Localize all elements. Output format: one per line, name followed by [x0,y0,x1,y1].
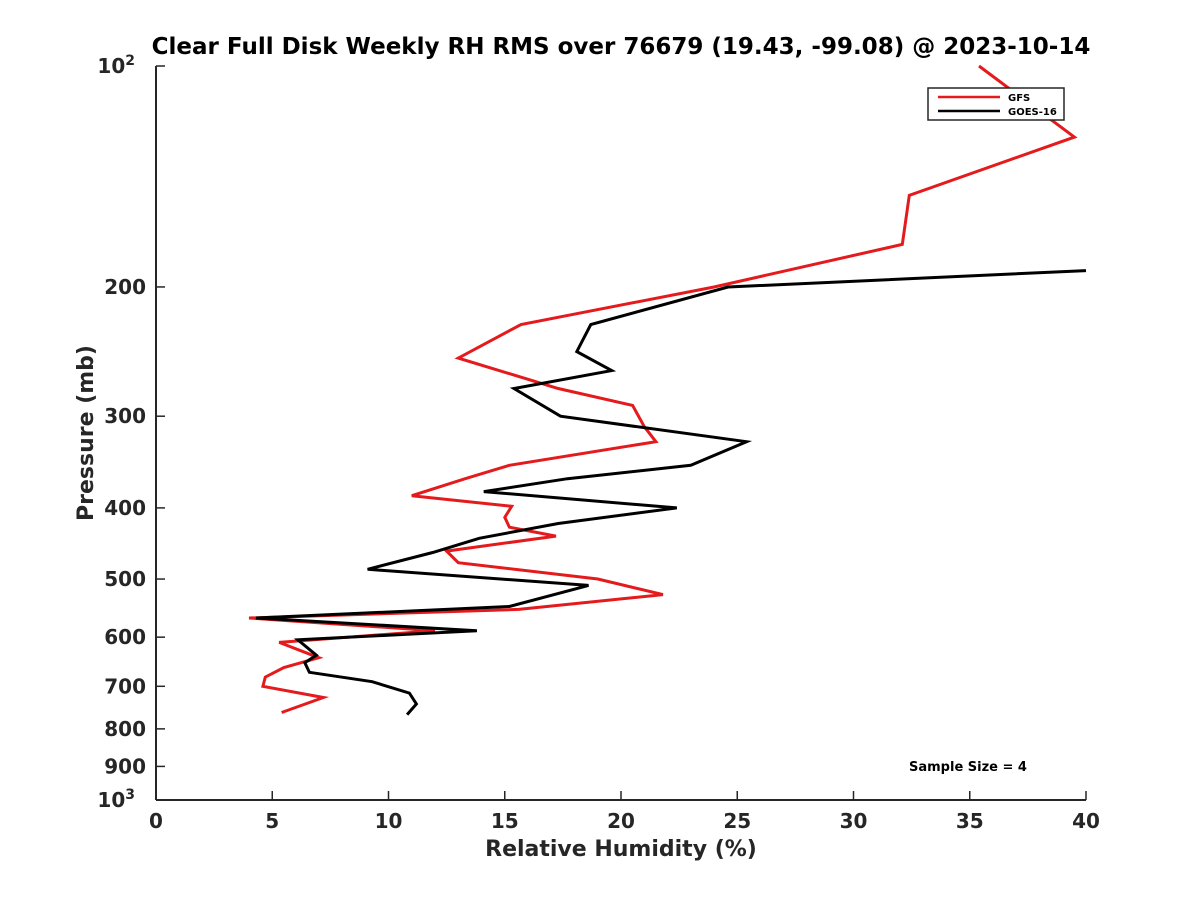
y-tick-label-base: 800 [104,717,146,741]
y-tick-label-base: 10 [97,54,125,78]
y-tick-label-base: 200 [104,275,146,299]
y-tick-label: 102 [97,53,135,78]
y-tick-label: 700 [104,674,146,698]
x-tick-label: 20 [607,809,635,833]
y-tick-label-base: 10 [97,788,125,812]
x-tick-label: 35 [956,809,984,833]
y-tick-label: 500 [104,567,146,591]
y-tick-label-base: 400 [104,496,146,520]
y-tick-label-base: 600 [104,625,146,649]
y-tick-label-base: 300 [104,404,146,428]
y-tick-label-exponent: 2 [125,53,135,69]
legend-label-goes-16: GOES-16 [1008,107,1057,118]
x-tick-label: 15 [491,809,519,833]
y-tick-label: 103 [97,787,135,812]
axes [155,66,1086,801]
y-tick-label: 200 [104,275,146,299]
y-tick-label-base: 500 [104,567,146,591]
y-tick-label: 600 [104,625,146,649]
x-tick-label: 30 [840,809,868,833]
x-tick-label: 0 [149,809,163,833]
x-tick-label: 40 [1072,809,1100,833]
sample-size-annotation: Sample Size = 4 [909,760,1027,775]
y-tick-label: 400 [104,496,146,520]
series-line-goes-16 [255,269,1087,716]
x-tick-label: 10 [375,809,403,833]
legend-label-gfs: GFS [1008,93,1030,104]
x-ticks: 0 5 10 15 20 25 30 35 40 [149,791,1100,833]
y-tick-label: 300 [104,404,146,428]
chart-title: Clear Full Disk Weekly RH RMS over 76679… [152,34,1091,60]
x-axis-label: Relative Humidity (%) [485,837,757,862]
legend: GFS GOES-16 [927,87,1065,121]
y-axis-label: Pressure (mb) [74,345,99,521]
series-layer [248,64,1087,716]
y-tick-label: 900 [104,754,146,778]
x-tick-label: 5 [265,809,279,833]
legend-box [927,87,1065,121]
y-tick-label-base: 900 [104,754,146,778]
y-tick-label: 800 [104,717,146,741]
y-tick-label-base: 700 [104,674,146,698]
x-tick-label: 25 [723,809,751,833]
series-line-gfs [248,64,1078,714]
y-tick-label-exponent: 3 [125,787,135,803]
